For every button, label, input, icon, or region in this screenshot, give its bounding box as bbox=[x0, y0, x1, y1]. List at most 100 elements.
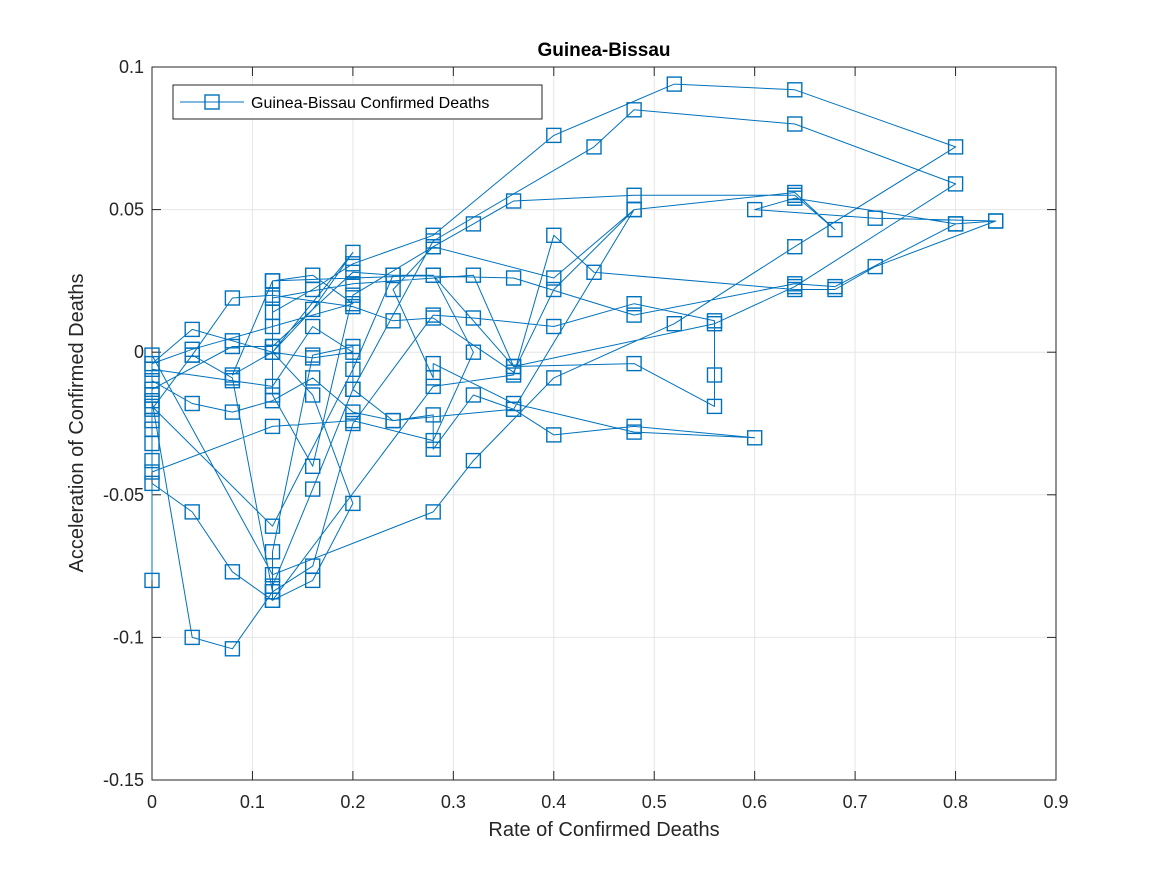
data-point-marker bbox=[385, 267, 401, 283]
plot-area-frame bbox=[151, 66, 1057, 781]
y-tick-label: -0.05 bbox=[103, 485, 144, 505]
data-point-marker bbox=[626, 201, 642, 218]
data-point-marker bbox=[144, 452, 160, 469]
data-point-marker bbox=[465, 216, 482, 232]
data-point-marker bbox=[305, 318, 321, 335]
data-point-marker bbox=[345, 264, 361, 280]
data-point-marker bbox=[345, 256, 361, 272]
legend-label: Guinea-Bissau Confirmed Deaths bbox=[251, 95, 489, 112]
data-point-marker bbox=[867, 258, 883, 275]
data-point-marker bbox=[546, 227, 562, 244]
data-point-marker bbox=[345, 495, 361, 512]
data-point-marker bbox=[546, 127, 562, 144]
data-point-marker bbox=[144, 435, 160, 452]
data-point-marker bbox=[305, 387, 321, 403]
data-point-marker bbox=[425, 307, 441, 323]
series-line bbox=[151, 83, 997, 650]
data-point-marker bbox=[787, 116, 803, 132]
data-point-marker bbox=[787, 190, 803, 206]
data-point-marker bbox=[505, 193, 522, 209]
data-point-marker bbox=[465, 344, 482, 360]
x-tick-label: 0.2 bbox=[340, 792, 365, 812]
data-point-marker bbox=[505, 358, 522, 375]
data-point-marker bbox=[666, 316, 682, 332]
data-point-marker bbox=[546, 427, 562, 443]
data-point-marker bbox=[706, 367, 723, 383]
data-point-marker bbox=[827, 281, 843, 298]
data-point-marker bbox=[224, 370, 241, 386]
data-point-marker bbox=[626, 355, 642, 372]
y-axis: -0.15 -0.1 -0.05 0 0.05 0.1 bbox=[103, 57, 1056, 790]
data-point-marker bbox=[947, 176, 964, 192]
x-tick-label: 0.8 bbox=[943, 792, 968, 812]
data-point-marker bbox=[586, 264, 602, 280]
y-tick-label: -0.15 bbox=[103, 770, 144, 790]
data-point-marker bbox=[505, 401, 522, 417]
data-point-marker bbox=[465, 310, 482, 326]
data-point-marker bbox=[184, 629, 200, 646]
data-point-marker bbox=[345, 415, 361, 432]
data-point-marker bbox=[385, 313, 401, 329]
data-point-marker bbox=[505, 367, 522, 383]
x-tick-label: 0.7 bbox=[843, 792, 868, 812]
legend: Guinea-Bissau Confirmed Deaths bbox=[172, 84, 543, 120]
data-point-marker bbox=[425, 407, 441, 423]
data-point-marker bbox=[144, 398, 160, 415]
series-markers bbox=[144, 76, 1004, 657]
x-axis-label: Rate of Confirmed Deaths bbox=[488, 819, 719, 841]
data-point-marker bbox=[345, 404, 361, 420]
data-point-marker bbox=[425, 441, 441, 457]
data-point-marker bbox=[867, 210, 883, 226]
y-tick-label: 0.1 bbox=[119, 57, 144, 77]
data-point-marker bbox=[305, 301, 321, 318]
x-tick-label: 0.6 bbox=[742, 792, 767, 812]
data-point-marker bbox=[264, 387, 281, 403]
data-point-marker bbox=[184, 504, 200, 520]
data-point-marker bbox=[264, 584, 281, 600]
x-tick-label: 0 bbox=[147, 792, 157, 812]
data-point-marker bbox=[345, 381, 361, 397]
data-point-marker bbox=[184, 395, 200, 412]
data-point-marker bbox=[947, 139, 964, 155]
data-point-marker bbox=[827, 221, 843, 238]
data-point-marker bbox=[626, 424, 642, 440]
data-point-marker bbox=[345, 244, 361, 261]
x-tick-label: 0.3 bbox=[441, 792, 466, 812]
data-point-marker bbox=[345, 287, 361, 303]
y-tick-label: 0.05 bbox=[109, 200, 144, 220]
data-point-marker bbox=[264, 418, 281, 435]
data-point-marker bbox=[425, 378, 441, 395]
data-point-marker bbox=[546, 281, 562, 298]
x-tick-label: 0.5 bbox=[642, 792, 667, 812]
data-point-marker bbox=[787, 278, 803, 295]
data-point-marker bbox=[706, 316, 723, 332]
data-point-marker bbox=[586, 139, 602, 155]
x-axis: 0 0.1 0.2 0.3 0.4 0.5 0.6 0.7 0.8 0.9 bbox=[147, 67, 1069, 812]
data-point-marker bbox=[505, 270, 522, 286]
data-point-marker bbox=[184, 321, 200, 338]
data-point-marker bbox=[144, 347, 160, 363]
data-point-marker bbox=[345, 338, 361, 355]
data-point-marker bbox=[264, 544, 281, 560]
data-point-marker bbox=[264, 273, 281, 289]
x-tick-label: 0.1 bbox=[240, 792, 265, 812]
data-point-marker bbox=[345, 276, 361, 292]
data-point-marker bbox=[224, 564, 241, 580]
data-point-marker bbox=[305, 281, 321, 298]
data-point-marker bbox=[947, 216, 964, 232]
grid bbox=[151, 66, 1057, 781]
data-point-marker bbox=[465, 452, 482, 469]
data-point-marker bbox=[305, 347, 321, 363]
y-tick-label: 0 bbox=[134, 342, 144, 362]
data-point-marker bbox=[264, 518, 281, 534]
data-point-marker bbox=[706, 398, 723, 415]
data-point-marker bbox=[144, 572, 160, 589]
data-point-marker bbox=[626, 296, 642, 312]
data-point-marker bbox=[787, 238, 803, 255]
data-point-marker bbox=[425, 238, 441, 255]
data-point-marker bbox=[264, 304, 281, 320]
data-point-marker bbox=[546, 370, 562, 386]
y-tick-label: -0.1 bbox=[113, 627, 144, 647]
data-point-marker bbox=[385, 412, 401, 429]
